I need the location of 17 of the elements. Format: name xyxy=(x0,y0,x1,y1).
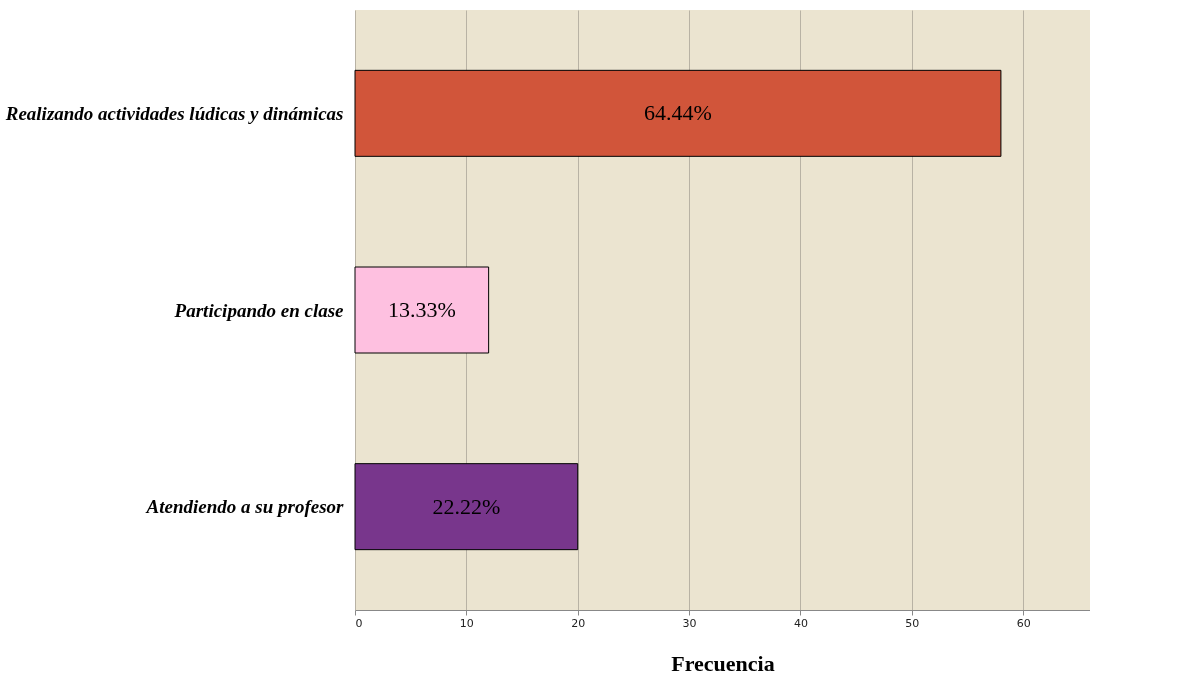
bar xyxy=(354,69,1002,157)
annotation: 13.33% xyxy=(387,297,456,322)
x-tick-label: 40 xyxy=(793,616,808,630)
x-tick-label: 60 xyxy=(1016,616,1031,630)
x-axis-title: Frecuencia xyxy=(671,650,775,676)
annotation: 64.44% xyxy=(644,100,712,126)
annotation: 22.22% xyxy=(432,493,501,519)
x-tick-label: 50 xyxy=(905,616,920,630)
y-tick-label: Realizando actividades lúdicas y dinámicas xyxy=(4,102,344,124)
bar xyxy=(354,266,490,354)
x-tick-label: 30 xyxy=(682,616,697,630)
y-tick-label: Participando en clase xyxy=(173,299,345,321)
x-tick-label: 10 xyxy=(459,616,474,630)
x-tick-label: 20 xyxy=(571,616,586,630)
y-tick-label: Atendiendo a su profesor xyxy=(145,496,345,518)
bar xyxy=(354,463,579,551)
x-tick-label: 0 xyxy=(355,616,363,630)
